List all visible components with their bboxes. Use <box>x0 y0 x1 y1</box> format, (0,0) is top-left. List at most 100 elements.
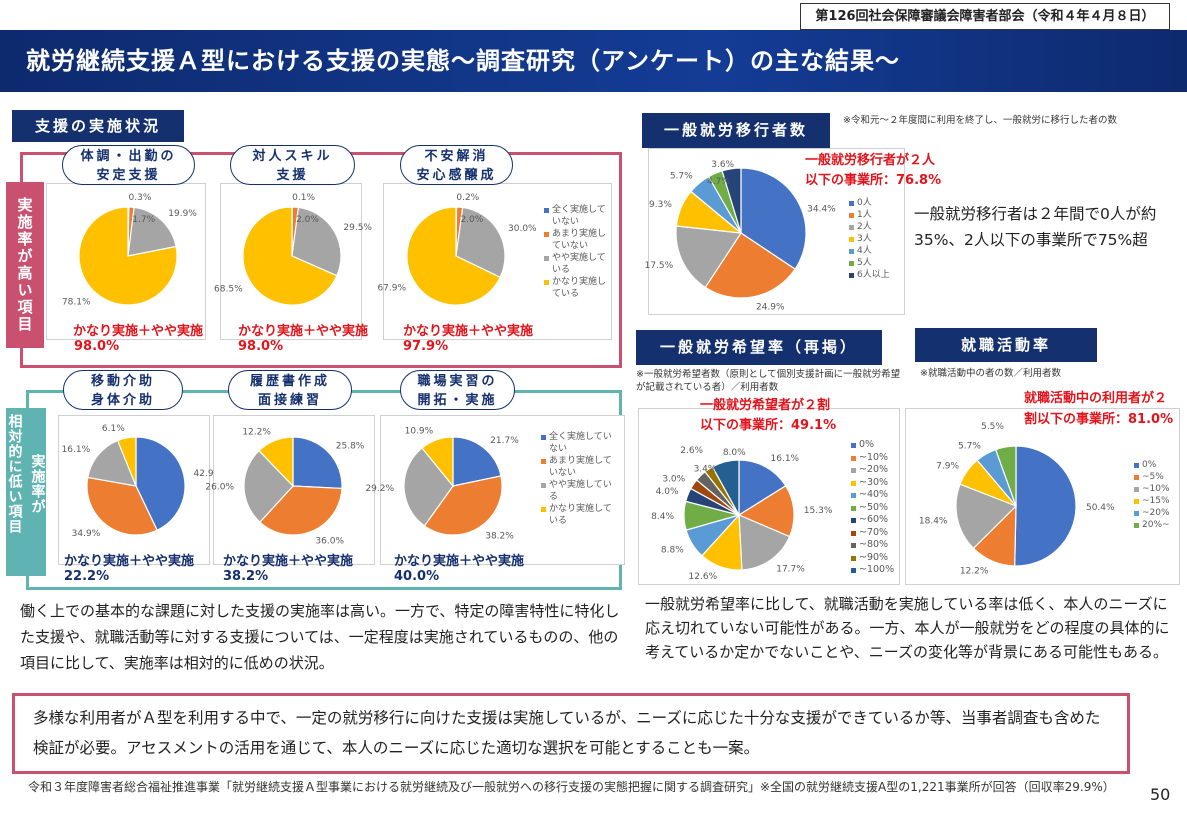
legend-text: 5人 <box>857 258 872 268</box>
sum-value: 97.9% <box>403 339 449 354</box>
legend-item: ~30% <box>851 477 899 490</box>
data-label: 12.2% <box>960 566 989 576</box>
data-label: 17.7% <box>776 564 805 574</box>
legend-item: 全く実施していない <box>541 431 619 455</box>
pie-chart-anxiety-relief: 0.2% 2.0% 30.0% 67.9% 全く実施していない あまり実施していない やや実… <box>377 183 612 340</box>
legend-swatch <box>1134 475 1139 480</box>
data-label: 5.7% <box>958 441 981 451</box>
pie-slice <box>455 206 506 279</box>
legend-text: ~50% <box>859 501 889 513</box>
data-label: 16.1% <box>62 445 91 455</box>
sum-label: かなり実施＋やや実施 <box>73 324 204 339</box>
legend-text: かなり実施している <box>552 277 607 299</box>
legend-item: 全く実施していない <box>544 204 610 228</box>
pie-slice <box>738 514 791 571</box>
legend-swatch <box>851 468 856 473</box>
legend-text: あまり実施していない <box>549 456 612 478</box>
legend-swatch <box>1134 523 1139 528</box>
legend-text: ~15% <box>1142 496 1170 506</box>
data-label: 67.9% <box>377 283 406 293</box>
pie-slice <box>86 476 158 536</box>
data-label: 34.4% <box>807 205 836 215</box>
transition-note: ※令和元～２年度間に利用を終了し、一般就労に移行した者の数 <box>843 115 1117 126</box>
legend-item: 0人 <box>849 197 904 209</box>
job-label: 就職活動率 <box>915 328 1097 362</box>
legend: 全く実施していない あまり実施していない やや実施している かなり実施している <box>541 431 619 527</box>
legend-text: 3人 <box>857 234 872 244</box>
legend-item: かなり実施している <box>544 276 610 300</box>
data-label: 12.6% <box>689 572 718 582</box>
data-label: 19.9% <box>168 209 197 219</box>
legend-item: 20%~ <box>1134 519 1179 531</box>
legend-item: ~10% <box>851 452 899 465</box>
legend-text: ~20% <box>859 464 889 475</box>
hope-label: 一般就労希望率（再掲） <box>636 330 882 365</box>
conclusion-box: 多様な利用者がＡ型を利用する中で、一定の就労移行に向けた支援は実施しているが、ニ… <box>12 693 1130 774</box>
pie-slice <box>259 485 343 536</box>
low-side-label-2: 実施率が <box>29 454 46 514</box>
pie-chart-interpersonal-skills: 0.1% 2.0% 29.5% 68.5% <box>214 183 372 340</box>
legend-swatch <box>544 280 549 285</box>
legend: 0% ~5% ~10% ~15% ~20% 20%~ <box>1134 459 1179 531</box>
high-side-label: 実施率が高い項目 <box>6 182 44 348</box>
legend-text: ~40% <box>859 489 889 500</box>
item-label: 体調・出勤の 安定支援 <box>62 145 195 185</box>
sum-value: 98.0% <box>238 339 284 354</box>
legend-item: ~70% <box>851 527 899 540</box>
data-label: 29.5% <box>343 223 372 233</box>
legend-item: 2人 <box>849 221 904 233</box>
legend-swatch <box>851 493 856 498</box>
pie-slice <box>704 232 796 299</box>
sum-value: 40.0% <box>394 569 440 584</box>
item-label: 対人スキル 支援 <box>230 145 355 185</box>
data-label: 8.4% <box>651 512 674 522</box>
pie-slice <box>78 206 178 306</box>
legend-text: 20%~ <box>1142 520 1170 530</box>
legend-item: ~60% <box>851 514 899 527</box>
legend-item: ~15% <box>1134 495 1179 507</box>
legend-item: ~20% <box>851 464 899 477</box>
pie-slice <box>994 445 1017 507</box>
sum-label: かなり実施＋やや実施 <box>238 324 369 339</box>
transition-text: 一般就労移行者は２年間で0人が約35%、2人以下の事業所で75%超 <box>914 205 1157 249</box>
pie-chart-resume-interview: 25.8% 36.0% 26.0% 12.2% <box>205 415 375 565</box>
data-label: 2.0% <box>296 215 319 225</box>
data-label: 38.2% <box>485 531 514 541</box>
meeting-label: 第126回社会保障審議会障害者部会（令和４年４月８日） <box>800 3 1170 30</box>
legend-swatch <box>849 261 854 266</box>
legend-text: ~70% <box>859 526 889 538</box>
legend-swatch <box>544 256 549 261</box>
pie-slice <box>1014 445 1077 567</box>
transition-label: 一般就労移行者数 <box>642 113 830 148</box>
legend-swatch <box>544 208 549 213</box>
pie-slice <box>675 225 743 289</box>
data-label: 16.1% <box>771 454 800 464</box>
data-label: 29.2% <box>365 484 394 494</box>
right-summary: 一般就労希望率に比して、就職活動を実施している率は低く、本人のニーズに応え切れて… <box>645 595 1170 661</box>
data-label: 26.0% <box>205 483 234 493</box>
data-label: 3.4% <box>694 464 717 474</box>
legend-item: 1人 <box>849 209 904 221</box>
pie-svg: 21.7% 38.2% 29.2% 10.9% <box>365 426 519 541</box>
legend-item: ~20% <box>1134 507 1179 519</box>
data-label: 15.3% <box>804 506 833 516</box>
pie-slice <box>127 206 177 257</box>
legend-text: やや実施している <box>549 480 612 502</box>
pie-chart-hope-rate: 16.1% 15.3% 17.7% 12.6% 8.8% 8.4% 4.0% 3.0% 3.4%… <box>638 408 900 585</box>
pie-svg: 0.1% 2.0% 29.5% 68.5% <box>214 193 372 306</box>
data-label: 18.4% <box>919 516 948 526</box>
pie-slice <box>403 447 454 527</box>
data-label: 78.1% <box>62 298 91 308</box>
sum-label: かなり実施＋やや実施 <box>223 554 354 569</box>
data-label: 4.7% <box>707 177 730 187</box>
pie-slice <box>423 475 503 536</box>
item-label: 移動介助 身体介助 <box>63 370 183 410</box>
pie-slice <box>737 485 795 538</box>
data-label: 0.2% <box>456 193 479 203</box>
data-label: 36.0% <box>315 537 344 547</box>
legend-swatch <box>851 555 856 561</box>
legend-item: あまり実施していない <box>541 455 619 479</box>
left-summary: 働く上での基本的な課題に対した支援の実施率は高い。一方で、特定の障害特性に特化し… <box>20 602 620 672</box>
legend-item: あまり実施していない <box>544 228 610 252</box>
legend-swatch <box>849 225 854 230</box>
